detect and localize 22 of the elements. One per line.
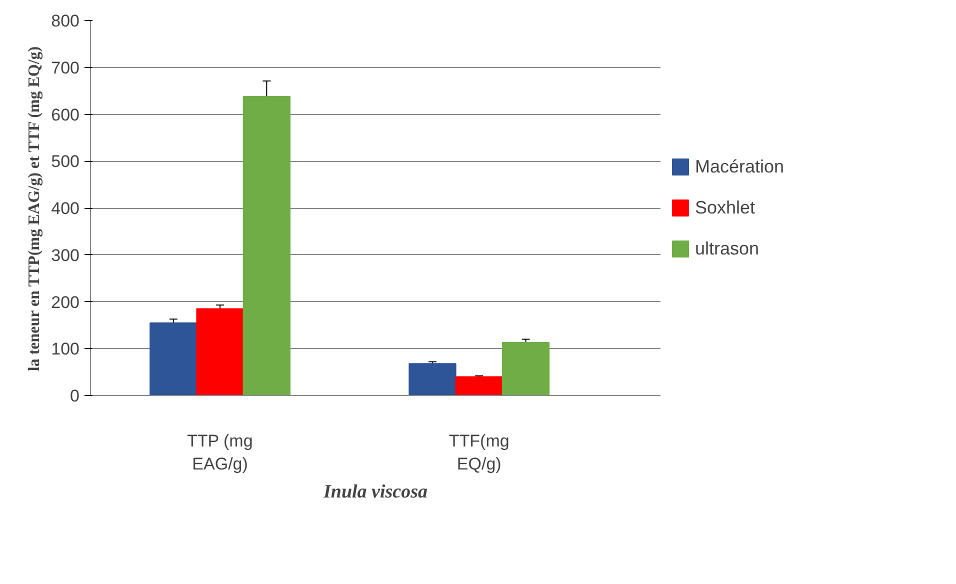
y-tick-label: 300 xyxy=(51,246,80,265)
bar xyxy=(502,342,550,396)
bar xyxy=(196,308,244,396)
x-tick-label: TTP (mg EAG/g) xyxy=(186,432,253,474)
y-tick-label: 200 xyxy=(51,292,80,312)
y-tick-label: 100 xyxy=(51,340,80,359)
y-tick-label: 500 xyxy=(51,152,80,172)
bar xyxy=(408,363,456,396)
legend-label: Macération xyxy=(695,156,784,177)
x-tick-label: TTF(mg EQ/g) xyxy=(448,432,510,474)
bar xyxy=(150,322,198,396)
y-axis-title: la teneur en TTP(mg EAG/g) et TTF (mg EQ/g) xyxy=(26,46,44,372)
y-tick-label: 400 xyxy=(51,199,80,218)
legend-label: ultrason xyxy=(695,238,760,259)
x-axis-title: Inula viscosa xyxy=(322,481,428,502)
y-tick-label: 700 xyxy=(51,58,80,78)
legend-label: Soxhlet xyxy=(695,197,756,218)
y-tick-label: 800 xyxy=(51,12,80,30)
bar xyxy=(455,376,503,396)
y-tick-label: 600 xyxy=(51,105,80,124)
y-tick-label: 0 xyxy=(70,386,80,406)
bar xyxy=(242,96,290,396)
